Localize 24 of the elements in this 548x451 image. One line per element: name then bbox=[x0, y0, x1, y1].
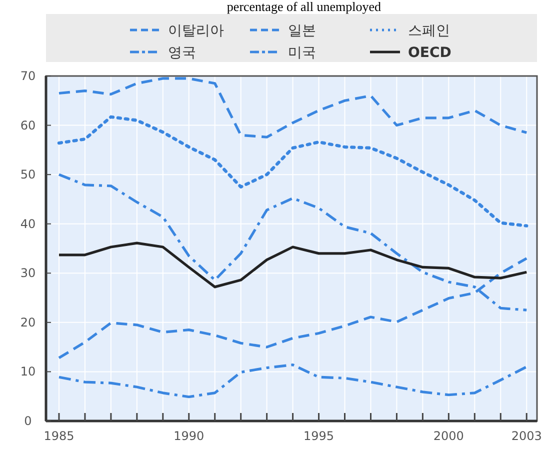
line-series bbox=[57, 115, 528, 228]
chart-title: percentage of all unemployed bbox=[226, 0, 382, 14]
y-tick-label: 60 bbox=[20, 118, 36, 132]
y-tick-label: 20 bbox=[20, 315, 36, 330]
legend-label: 미국 bbox=[288, 45, 316, 61]
line-series bbox=[58, 77, 528, 138]
y-tick-label: 50 bbox=[20, 168, 36, 182]
legend-label: OECD bbox=[408, 45, 452, 61]
legend-label: 스페인 bbox=[408, 23, 450, 39]
x-tick-label: 1990 bbox=[174, 429, 204, 443]
line-series bbox=[58, 364, 528, 398]
y-tick-label: 10 bbox=[20, 364, 36, 379]
x-tick-label: 2000 bbox=[433, 429, 464, 443]
legend-label: 이탈리아 bbox=[168, 23, 224, 39]
x-tick-label: 1985 bbox=[44, 429, 74, 443]
legend-label: 일본 bbox=[288, 23, 316, 39]
y-tick-label: 0 bbox=[24, 414, 32, 428]
y-tick-label: 40 bbox=[20, 216, 36, 231]
x-tick-label: 2003 bbox=[511, 429, 542, 443]
y-tick-label: 70 bbox=[20, 69, 36, 83]
y-tick-label: 30 bbox=[20, 266, 36, 280]
x-tick-label: 1995 bbox=[304, 429, 334, 443]
legend-label: 영국 bbox=[168, 45, 196, 61]
line-series bbox=[58, 242, 528, 288]
